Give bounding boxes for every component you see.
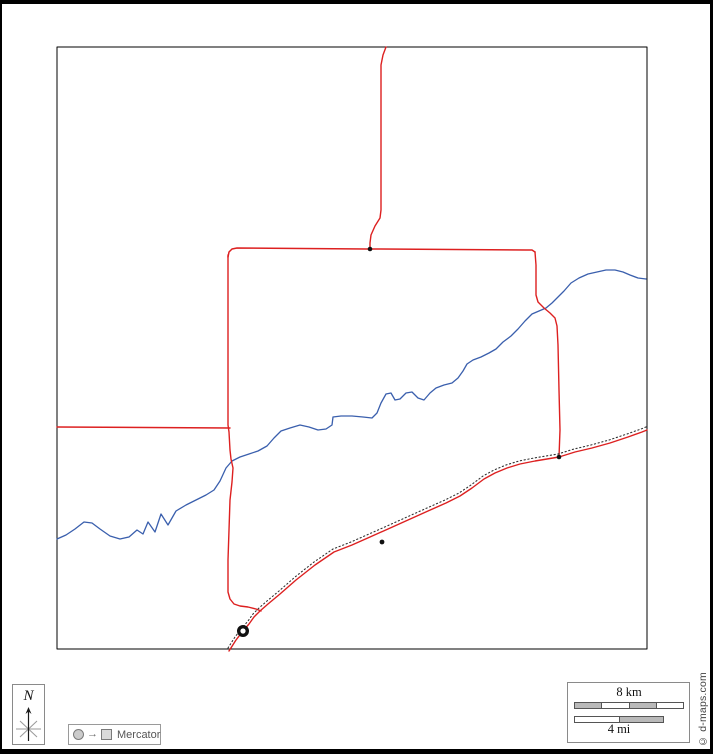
sphere-symbol-icon (73, 729, 84, 740)
scale-mi-bar (574, 716, 664, 723)
scale-segment (575, 717, 620, 722)
scale-km-bar (574, 702, 684, 709)
road-loop-top (227, 247, 536, 258)
road-west (56, 426, 231, 429)
projection-arrow-icon: → (87, 728, 98, 740)
road-junction-dot-east (556, 454, 562, 460)
scale-segment (602, 703, 630, 708)
scale-mi-label: 4 mi (607, 722, 631, 736)
copyright-credit: © d-maps.com (697, 671, 709, 747)
town-dot (379, 539, 385, 545)
river (56, 269, 647, 540)
scale-segment (656, 703, 683, 708)
scale-km-label: 8 km (616, 685, 642, 699)
plane-symbol-icon (101, 729, 112, 740)
road-loop-right (534, 251, 561, 458)
road-junction-dot-north (367, 246, 373, 252)
city-marker (236, 625, 249, 638)
compass-rose: N (12, 684, 45, 745)
scale-bar: 8 km 4 mi (567, 682, 690, 743)
projection-legend: → Mercator (68, 724, 161, 745)
road-loop-left (227, 254, 262, 612)
projection-label: Mercator (117, 728, 161, 741)
railway-dotted-line (227, 426, 647, 649)
map-frame (56, 46, 648, 650)
compass-north-label: N (23, 688, 34, 704)
road-north (369, 46, 387, 250)
north-arrow-icon (16, 707, 41, 741)
scale-segment (619, 717, 663, 722)
road-diagonal (228, 429, 648, 652)
scale-segment (575, 703, 603, 708)
scale-segment (629, 703, 657, 708)
